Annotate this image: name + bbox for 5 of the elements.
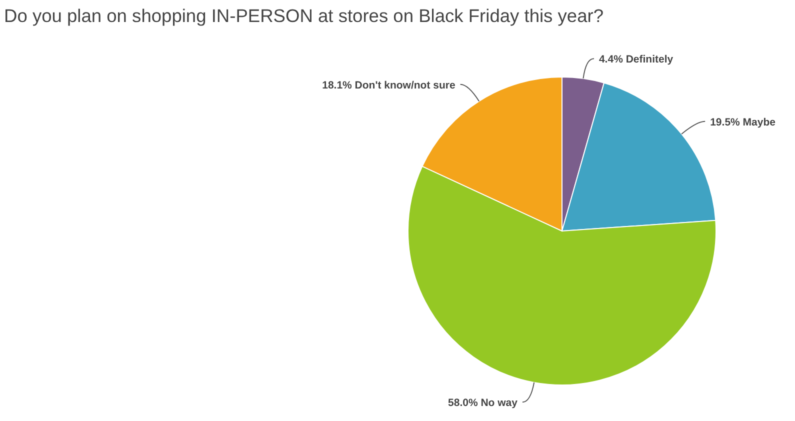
chart-title: Do you plan on shopping IN-PERSON at stores on Black Friday this year? — [4, 5, 604, 27]
slice-label: 19.5% Maybe — [710, 116, 776, 128]
slice-label: 58.0% No way — [448, 397, 518, 410]
slice-label: 4.4% Definitely — [598, 54, 674, 66]
slice-label: 18.1% Don't know/not sure — [322, 79, 456, 92]
